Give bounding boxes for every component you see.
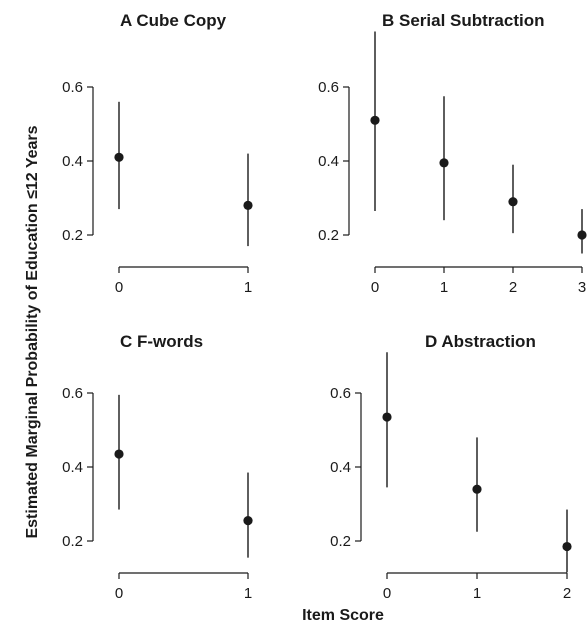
data-point <box>508 197 518 207</box>
x-tick-label: 0 <box>383 585 391 602</box>
y-tick-label: 0.2 <box>330 533 351 550</box>
y-axis-title: Estimated Marginal Probability of Educat… <box>24 125 41 538</box>
x-tick-label: 1 <box>440 279 448 296</box>
data-point <box>577 230 587 240</box>
x-tick-label: 1 <box>244 585 252 602</box>
y-tick-label: 0.6 <box>62 385 83 402</box>
y-tick-label: 0.6 <box>330 385 351 402</box>
x-tick-label: 1 <box>244 279 252 296</box>
data-point <box>472 484 482 494</box>
x-tick-label: 0 <box>115 279 123 296</box>
y-tick-label: 0.2 <box>318 227 339 244</box>
data-point <box>370 115 380 125</box>
y-tick-label: 0.4 <box>62 459 83 476</box>
panel-c: C F-words 0.2 0.4 0.6 0 1 <box>62 332 253 602</box>
panel-title: A Cube Copy <box>120 11 227 30</box>
data-point <box>243 200 253 210</box>
data-point <box>114 449 124 459</box>
data-point <box>382 412 392 422</box>
y-tick-label: 0.4 <box>318 153 339 170</box>
x-tick-label: 3 <box>578 279 586 296</box>
x-axis-title: Item Score <box>302 607 384 624</box>
y-tick-label: 0.6 <box>318 79 339 96</box>
x-tick-label: 0 <box>371 279 379 296</box>
panel-d: D Abstraction 0.2 0.4 0.6 0 1 2 <box>330 332 572 602</box>
panel-a: A Cube Copy 0.2 0.4 0.6 0 1 <box>62 11 253 296</box>
panel-title: D Abstraction <box>425 332 536 351</box>
y-tick-label: 0.2 <box>62 227 83 244</box>
x-tick-label: 1 <box>473 585 481 602</box>
data-point <box>243 516 253 526</box>
x-tick-label: 2 <box>509 279 517 296</box>
y-tick-label: 0.6 <box>62 79 83 96</box>
data-point <box>114 152 124 162</box>
data-point <box>439 158 449 168</box>
data-point <box>562 541 572 552</box>
panel-b: B Serial Subtraction 0.2 0.4 0.6 0 1 2 3 <box>318 11 587 296</box>
y-tick-label: 0.4 <box>330 459 351 476</box>
y-tick-label: 0.4 <box>62 153 83 170</box>
x-tick-label: 0 <box>115 585 123 602</box>
panel-title: B Serial Subtraction <box>382 11 544 30</box>
panel-title: C F-words <box>120 332 203 351</box>
y-tick-label: 0.2 <box>62 533 83 550</box>
x-tick-label: 2 <box>563 585 571 602</box>
